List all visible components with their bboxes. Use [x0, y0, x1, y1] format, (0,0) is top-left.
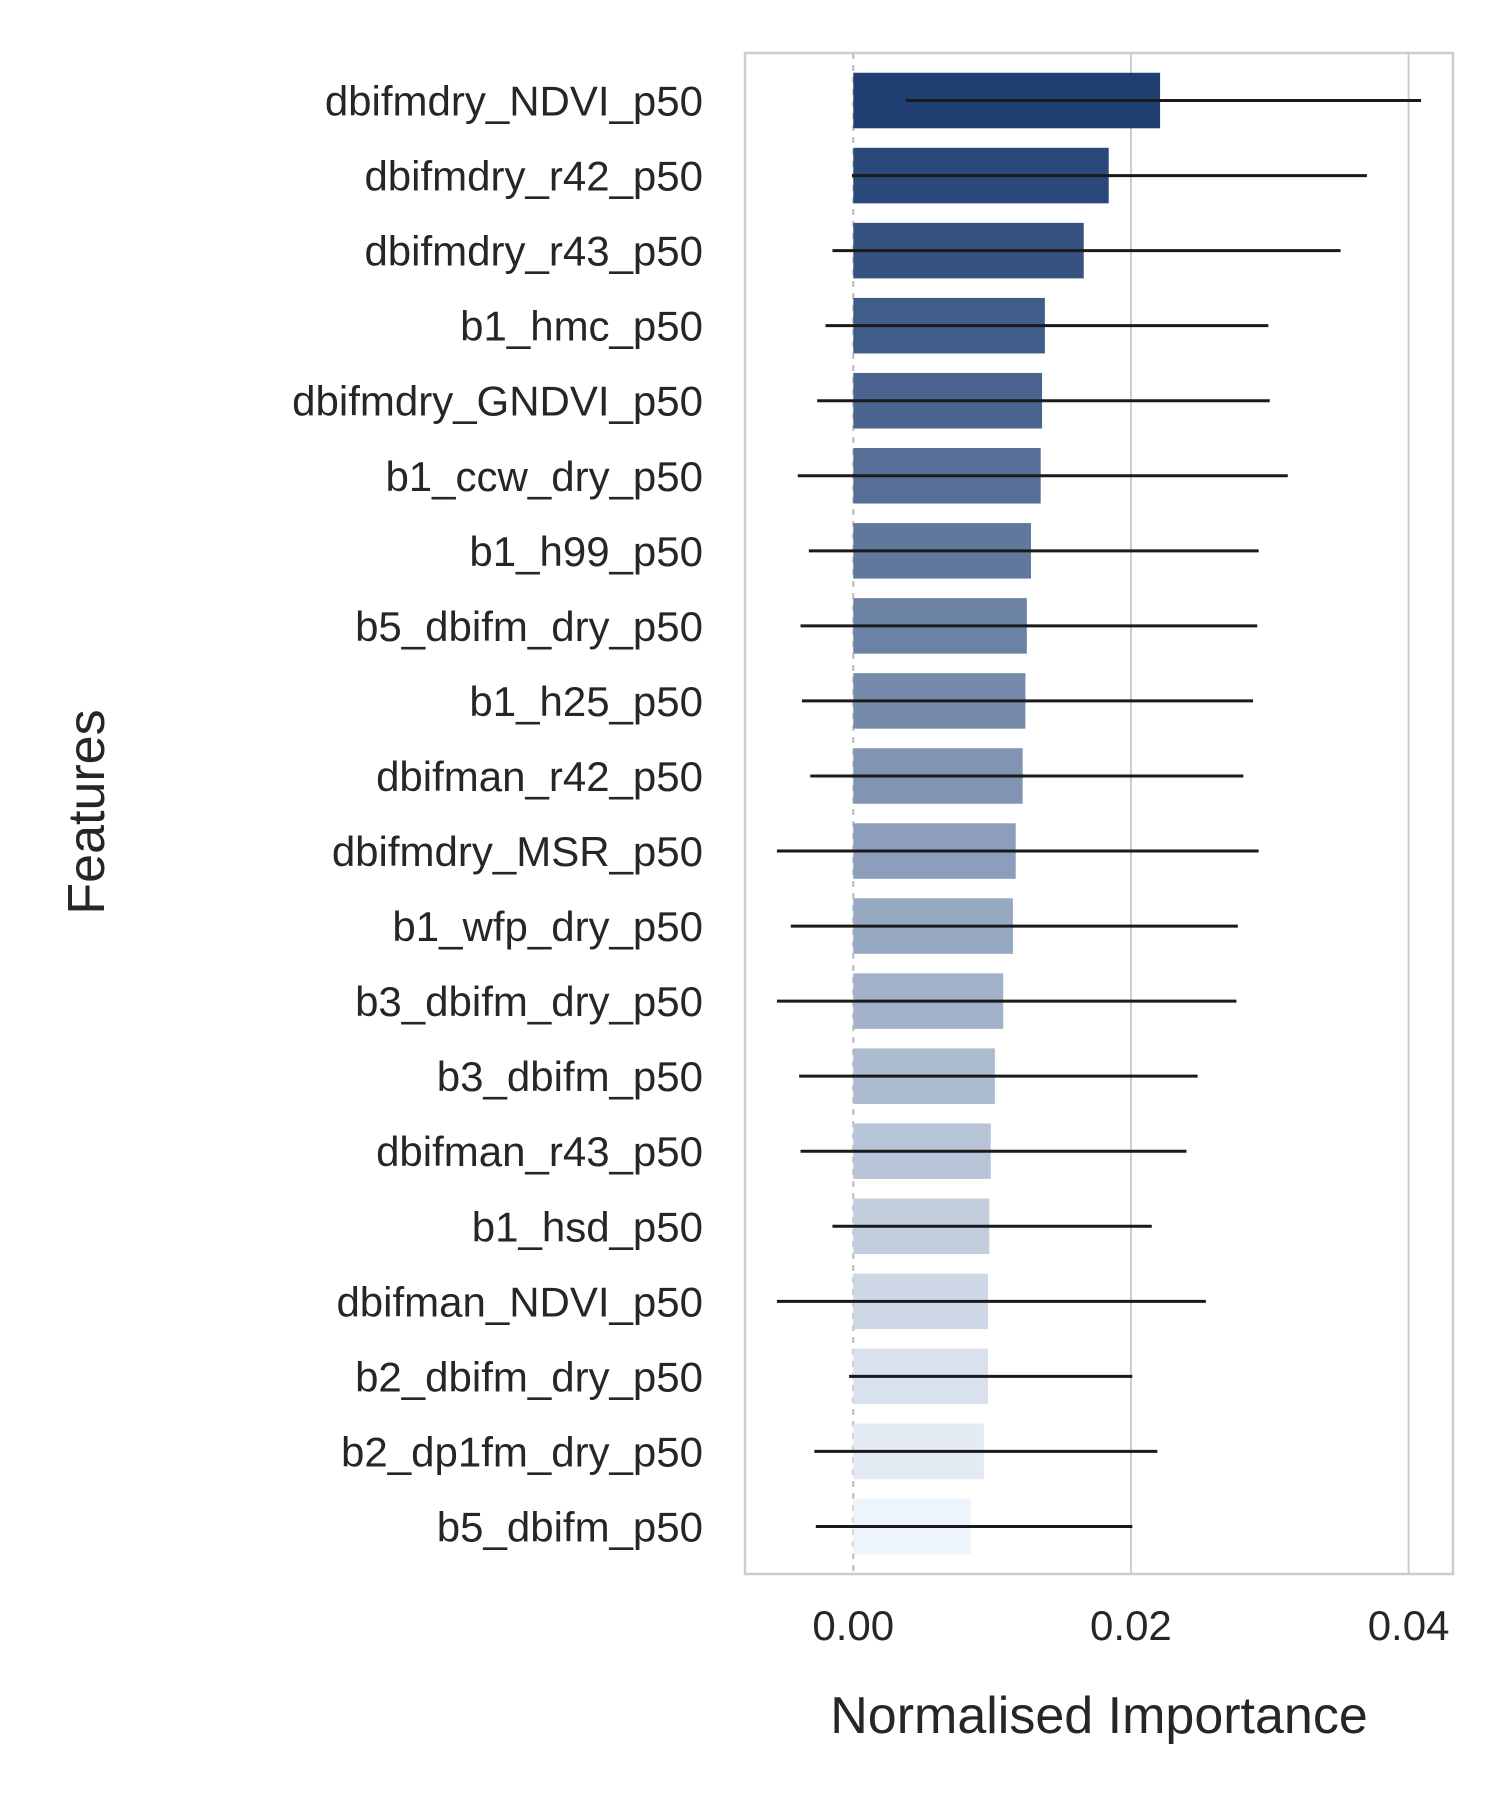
- y-tick-label: dbifmdry_r43_p50: [364, 228, 703, 275]
- plot-frame: [743, 51, 1455, 1576]
- y-tick-label: dbifmdry_r42_p50: [364, 153, 703, 200]
- error-bars: [776, 99, 1422, 1528]
- x-tick-labels: 0.00 0.02 0.04: [812, 1602, 1449, 1649]
- y-tick-label: b1_h99_p50: [469, 528, 703, 575]
- y-tick-label: b5_dbifm_p50: [437, 1503, 703, 1550]
- y-tick-label: b1_hsd_p50: [472, 1203, 703, 1250]
- y-tick-label: b1_ccw_dry_p50: [385, 453, 703, 500]
- y-tick-labels: dbifmdry_NDVI_p50 dbifmdry_r42_p50dbifmdr…: [292, 78, 703, 1551]
- x-tick-label: 0.04: [1368, 1602, 1450, 1649]
- y-tick-label: b3_dbifm_p50: [437, 1053, 703, 1100]
- y-tick-label: dbifman_r43_p50: [376, 1128, 703, 1175]
- y-tick-label: dbifmdry_GNDVI_p50: [292, 378, 703, 425]
- x-axis-label: Normalised Importance: [830, 1687, 1368, 1745]
- y-tick-label: b5_dbifm_dry_p50: [355, 603, 703, 650]
- y-axis-label: Features: [58, 709, 116, 914]
- x-tick-label: 0.02: [1090, 1602, 1172, 1649]
- x-tick-label: 0.00: [812, 1602, 894, 1649]
- y-tick-label: dbifman_r42_p50: [376, 753, 703, 800]
- bars: [853, 72, 1161, 1555]
- y-tick-label: b1_h25_p50: [469, 678, 703, 725]
- y-tick-label: b2_dp1fm_dry_p50: [341, 1428, 703, 1475]
- gridlines: [852, 53, 1410, 1574]
- y-tick-label: b1_hmc_p50: [460, 303, 703, 350]
- y-tick-label: dbifmdry_NDVI_p50: [325, 78, 703, 125]
- y-tick-label: dbifmdry_MSR_p50: [332, 828, 703, 875]
- y-tick-label: b1_wfp_dry_p50: [392, 903, 703, 950]
- y-tick-label: b2_dbifm_dry_p50: [355, 1353, 703, 1400]
- y-tick-label: b3_dbifm_dry_p50: [355, 978, 703, 1025]
- y-tick-label: dbifman_NDVI_p50: [336, 1278, 703, 1325]
